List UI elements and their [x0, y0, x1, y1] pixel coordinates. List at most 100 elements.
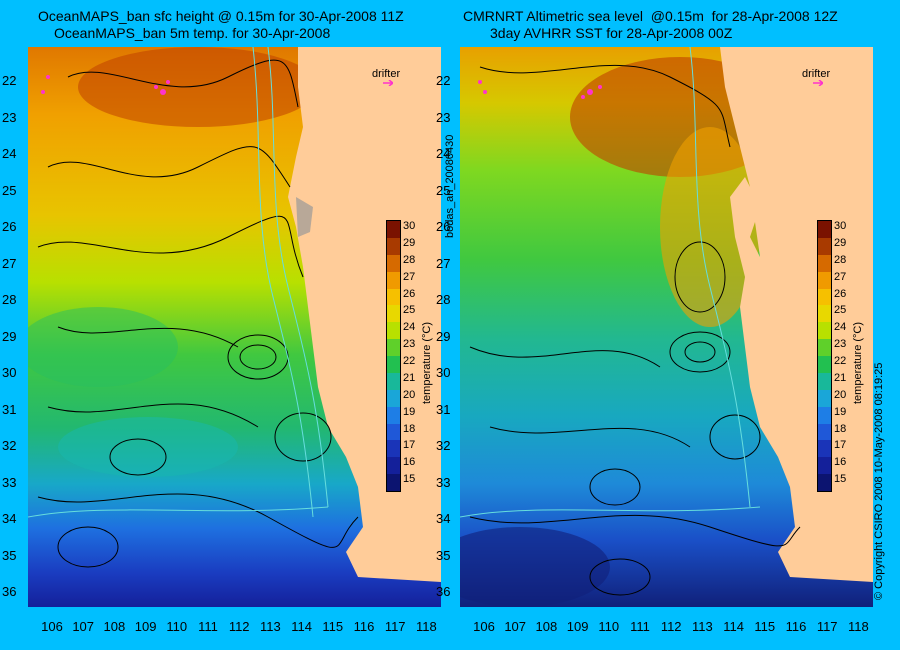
colorbar-tick-label: 22 — [403, 355, 415, 367]
colorbar-swatch — [387, 238, 400, 255]
colorbar-tick-label: 15 — [834, 473, 846, 485]
latitude-label-right: 22 — [436, 73, 450, 88]
colorbar-tick-label: 26 — [403, 288, 415, 300]
colorbar-swatch — [818, 289, 831, 306]
colorbar-swatch — [818, 457, 831, 474]
colorbar-tick-label: 20 — [834, 389, 846, 401]
longitude-label-right: 117 — [812, 619, 842, 634]
colorbar-swatch — [387, 440, 400, 457]
latitude-label-left: 25 — [2, 183, 16, 198]
right-panel-title: CMRNRT Altimetric sea level @0.15m for 2… — [463, 8, 838, 25]
latitude-label-left: 27 — [2, 256, 16, 271]
run-id-label: bodas_an_20080430 — [444, 135, 456, 238]
colorbar-tick-label: 18 — [834, 423, 846, 435]
colorbar-tick-label: 24 — [403, 321, 415, 333]
colorbar-swatch — [818, 390, 831, 407]
colorbar-tick-label: 17 — [834, 439, 846, 451]
colorbar-tick-label: 24 — [834, 321, 846, 333]
latitude-label-left: 32 — [2, 438, 16, 453]
latitude-label-right: 35 — [436, 548, 450, 563]
colorbar-swatch — [387, 474, 400, 491]
latitude-label-right: 28 — [436, 292, 450, 307]
colorbar-tick-label: 28 — [403, 254, 415, 266]
longitude-label-right: 110 — [594, 619, 624, 634]
colorbar-swatch — [818, 339, 831, 356]
colorbar-tick-label: 18 — [403, 423, 415, 435]
longitude-label-left: 113 — [255, 619, 285, 634]
latitude-label-left: 33 — [2, 475, 16, 490]
latitude-label-right: 36 — [436, 584, 450, 599]
colorbar-tick-label: 25 — [403, 304, 415, 316]
colorbar-tick-label: 26 — [834, 288, 846, 300]
longitude-label-left: 108 — [99, 619, 129, 634]
left-panel-title: OceanMAPS_ban sfc height @ 0.15m for 30-… — [38, 8, 404, 25]
longitude-label-right: 109 — [563, 619, 593, 634]
colorbar-swatch — [387, 322, 400, 339]
left-map-panel — [28, 47, 441, 607]
latitude-label-right: 31 — [436, 402, 450, 417]
longitude-label-right: 108 — [531, 619, 561, 634]
colorbar-tick-label: 27 — [403, 271, 415, 283]
longitude-label-left: 115 — [318, 619, 348, 634]
colorbar-swatch — [818, 272, 831, 289]
colorbar-tick-label: 30 — [834, 220, 846, 232]
right-map-image — [460, 47, 873, 607]
drifter-icon-right — [813, 80, 823, 86]
colorbar-swatch — [387, 305, 400, 322]
longitude-label-left: 118 — [411, 619, 441, 634]
colorbar-tick-label: 23 — [403, 338, 415, 350]
colorbar-swatch — [387, 457, 400, 474]
latitude-label-left: 35 — [2, 548, 16, 563]
colorbar-swatch — [387, 407, 400, 424]
latitude-label-left: 22 — [2, 73, 16, 88]
colorbar-tick-label: 23 — [834, 338, 846, 350]
colorbar-tick-label: 19 — [834, 406, 846, 418]
latitude-label-right: 27 — [436, 256, 450, 271]
colorbar-swatch — [387, 272, 400, 289]
colorbar-swatch — [818, 221, 831, 238]
colorbar-swatch — [818, 255, 831, 272]
left-map-image — [28, 47, 441, 607]
longitude-label-left: 109 — [131, 619, 161, 634]
longitude-label-right: 107 — [500, 619, 530, 634]
colorbar-swatch — [387, 339, 400, 356]
colorbar-swatch — [387, 373, 400, 390]
latitude-label-left: 28 — [2, 292, 16, 307]
colorbar-tick-label: 25 — [834, 304, 846, 316]
longitude-label-right: 116 — [781, 619, 811, 634]
colorbar-title-left: temperature (°C) — [421, 322, 433, 404]
colorbar-swatch — [818, 373, 831, 390]
longitude-label-left: 116 — [349, 619, 379, 634]
latitude-label-left: 24 — [2, 146, 16, 161]
colorbar-swatch — [818, 424, 831, 441]
colorbar-tick-label: 16 — [403, 456, 415, 468]
latitude-label-left: 23 — [2, 110, 16, 125]
colorbar-swatch — [818, 238, 831, 255]
latitude-label-right: 30 — [436, 365, 450, 380]
colorbar-swatch — [818, 407, 831, 424]
longitude-label-right: 106 — [469, 619, 499, 634]
latitude-label-left: 29 — [2, 329, 16, 344]
longitude-label-left: 117 — [380, 619, 410, 634]
colorbar-swatch — [818, 440, 831, 457]
colorbar-swatch — [818, 305, 831, 322]
left-panel-subtitle: OceanMAPS_ban 5m temp. for 30-Apr-2008 — [54, 25, 330, 42]
colorbar-title-right: temperature (°C) — [852, 322, 864, 404]
colorbar-tick-label: 22 — [834, 355, 846, 367]
colorbar-tick-label: 19 — [403, 406, 415, 418]
longitude-label-left: 114 — [287, 619, 317, 634]
longitude-label-right: 112 — [656, 619, 686, 634]
right-panel-subtitle: 3day AVHRR SST for 28-Apr-2008 00Z — [490, 25, 732, 42]
longitude-label-right: 118 — [843, 619, 873, 634]
colorbar-tick-label: 27 — [834, 271, 846, 283]
colorbar-swatch — [818, 322, 831, 339]
latitude-label-right: 29 — [436, 329, 450, 344]
colorbar-tick-label: 15 — [403, 473, 415, 485]
latitude-label-right: 33 — [436, 475, 450, 490]
temperature-colorbar-left — [386, 220, 401, 492]
colorbar-swatch — [387, 289, 400, 306]
longitude-label-left: 110 — [162, 619, 192, 634]
longitude-label-right: 113 — [687, 619, 717, 634]
colorbar-tick-label: 20 — [403, 389, 415, 401]
longitude-label-left: 107 — [68, 619, 98, 634]
